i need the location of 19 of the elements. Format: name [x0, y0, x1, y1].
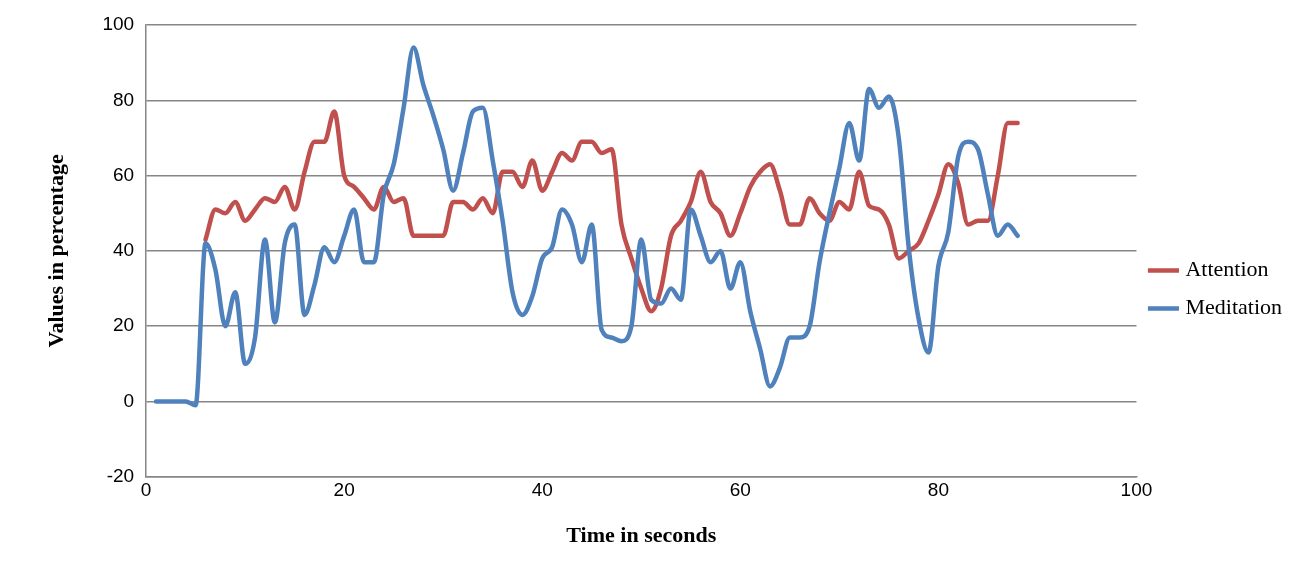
- legend-label: Attention: [1185, 256, 1269, 282]
- y-tick-label: 40: [112, 239, 135, 261]
- y-tick-label: 0: [123, 389, 135, 411]
- x-tick-label: 60: [729, 479, 751, 501]
- x-tick-label: 80: [927, 479, 949, 501]
- x-tick-label: 0: [140, 479, 152, 501]
- y-tick-label: 80: [112, 88, 135, 110]
- y-axis-title: Values in percentage: [42, 154, 68, 348]
- legend-label: Meditation: [1185, 294, 1283, 320]
- x-tick-label: 100: [1120, 479, 1153, 501]
- x-axis-title: Time in seconds: [566, 522, 717, 548]
- line-series: [153, 45, 1020, 408]
- y-tick-label: 100: [102, 13, 135, 35]
- line-series: [203, 109, 1020, 314]
- x-tick-label: 40: [531, 479, 553, 501]
- y-tick-label: 60: [112, 163, 135, 185]
- x-tick-label: 20: [333, 479, 355, 501]
- y-tick-label: -20: [106, 465, 135, 487]
- y-tick-label: 20: [112, 314, 135, 336]
